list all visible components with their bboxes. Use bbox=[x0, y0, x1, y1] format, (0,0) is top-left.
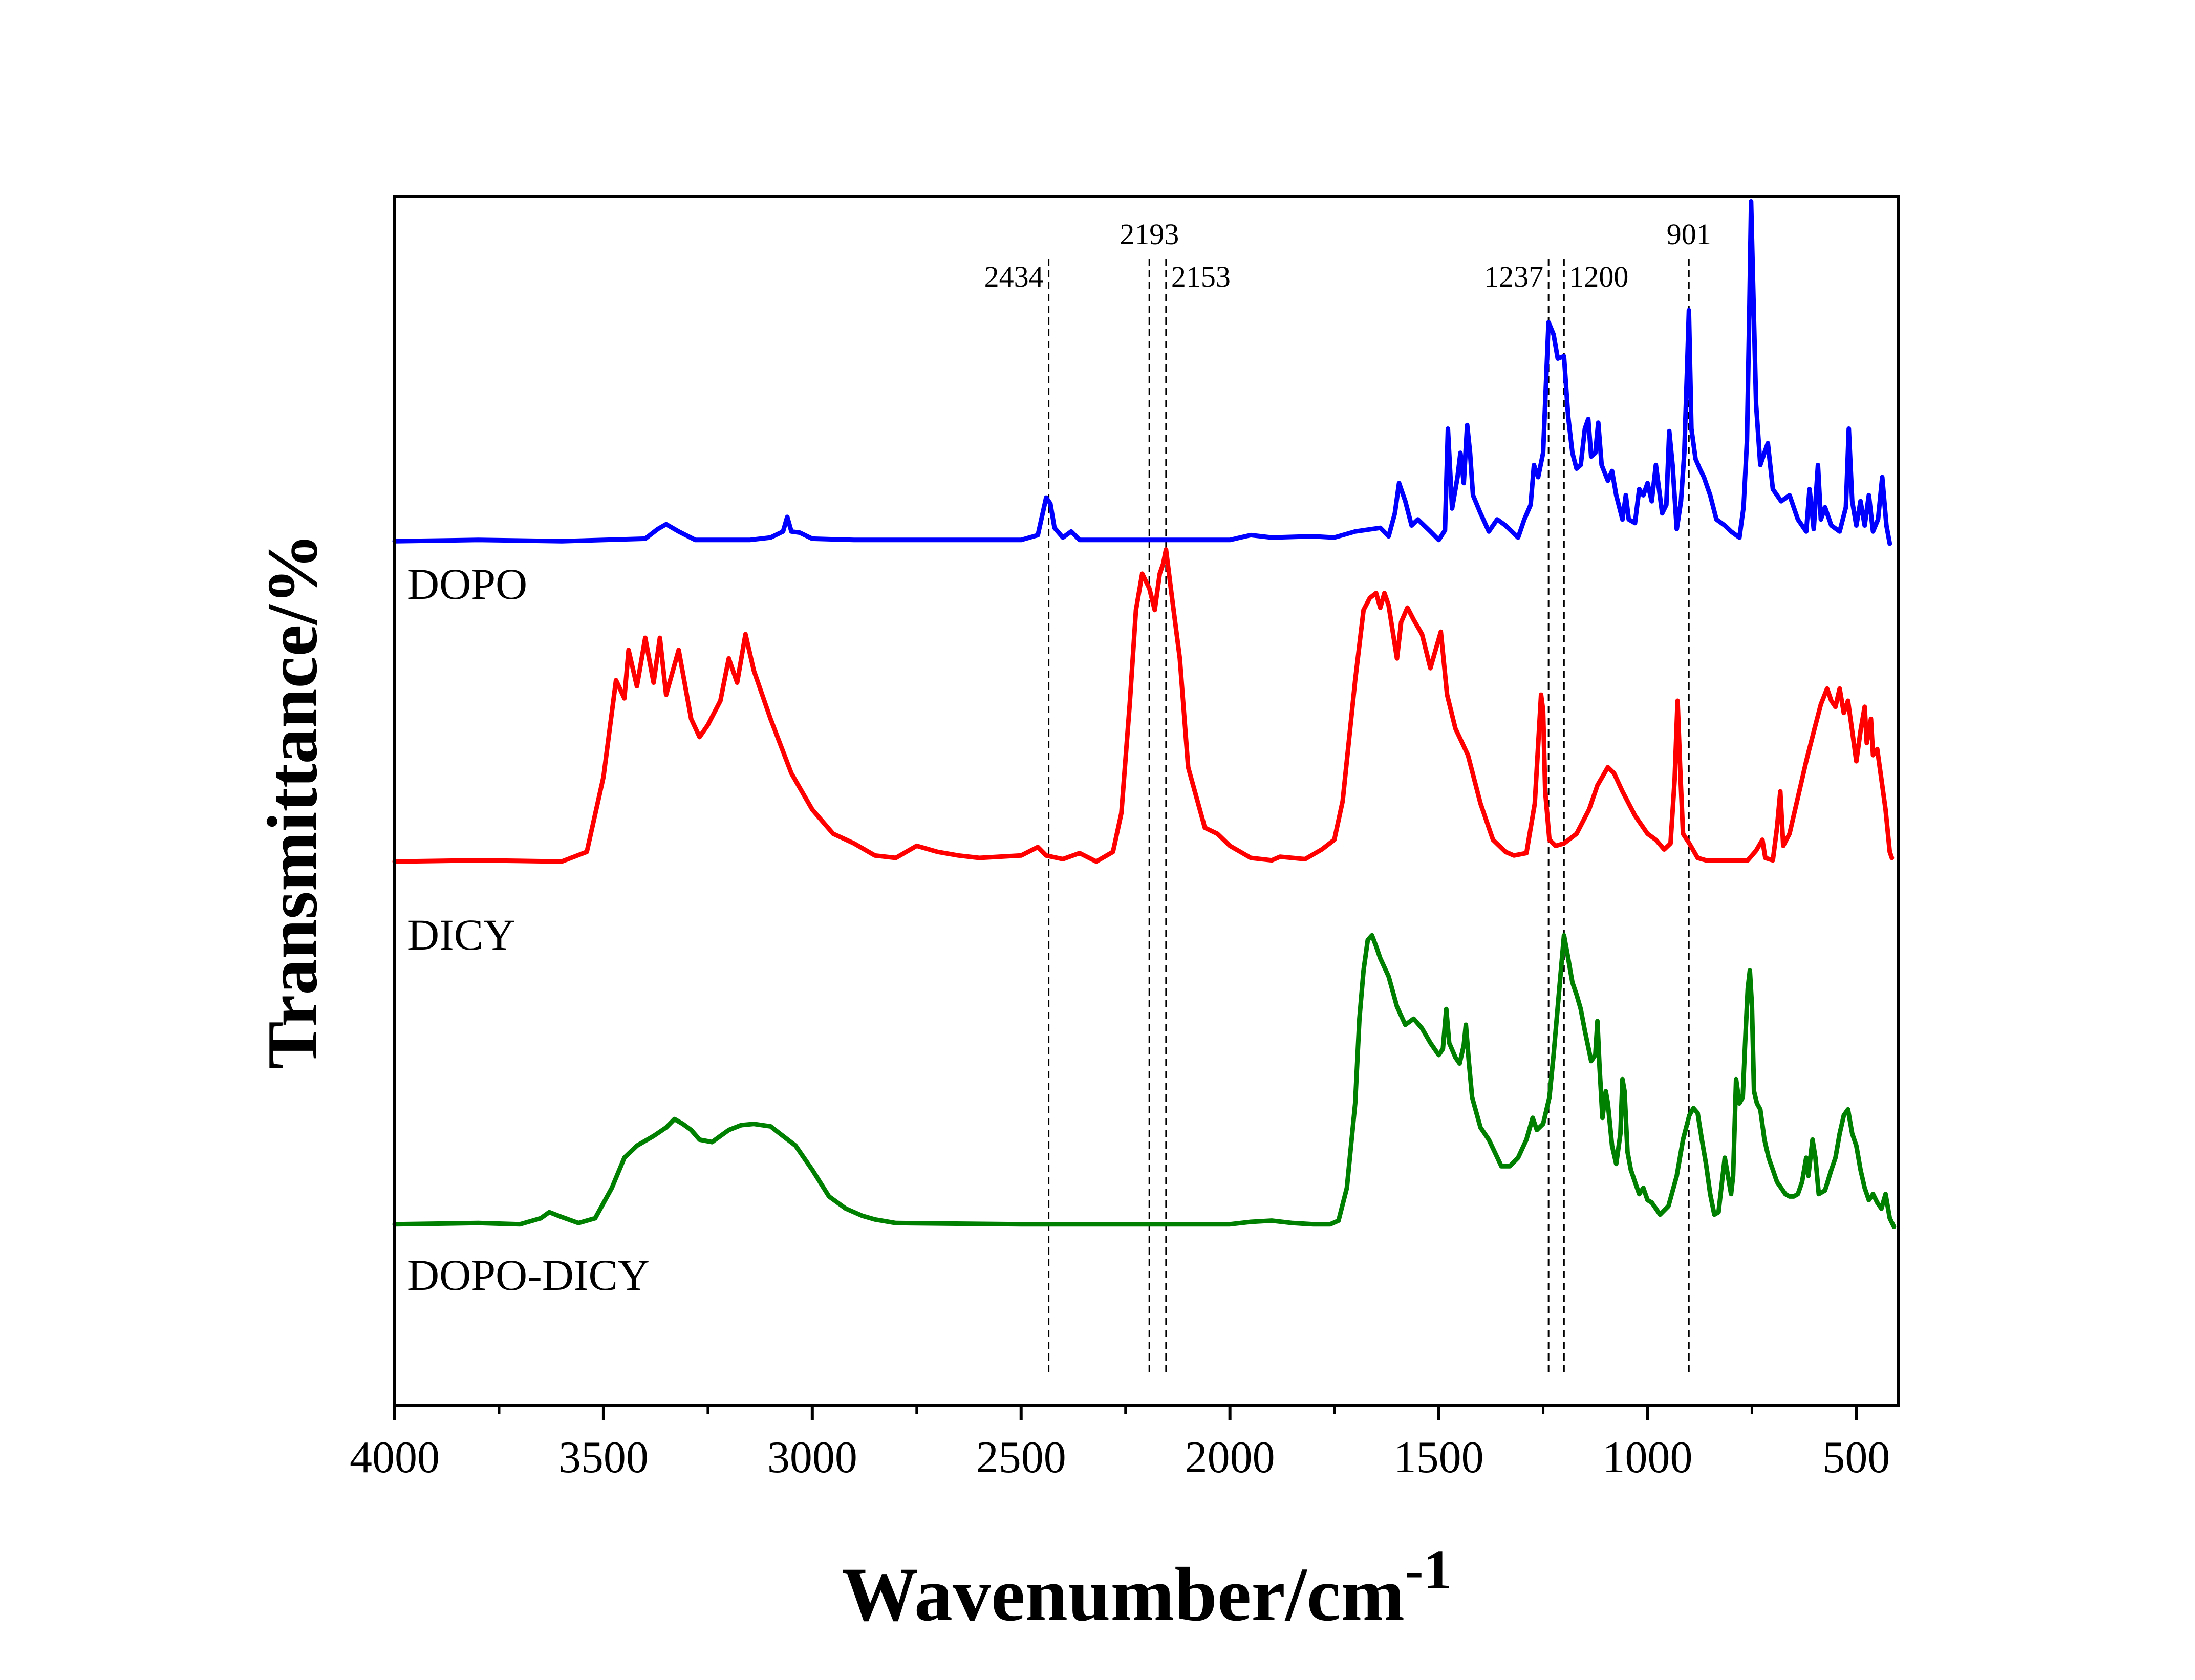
series-line-dopo-dicy bbox=[392, 933, 1897, 1229]
series-label-dicy: DICY bbox=[407, 910, 515, 959]
annotation-label-2153: 2153 bbox=[1171, 260, 1231, 293]
x-tick-label: 4000 bbox=[350, 1433, 440, 1482]
series-line-dopo bbox=[392, 199, 1892, 546]
x-axis: 4000 3500 3000 2500 2000 1500 1000 500 bbox=[350, 1406, 1890, 1482]
x-tick-label: 2500 bbox=[976, 1433, 1066, 1482]
annotation-label-2193: 2193 bbox=[1120, 218, 1179, 251]
x-axis-title: Wavenumber/cm-1 bbox=[842, 1538, 1452, 1637]
series-line-dicy bbox=[392, 547, 1895, 864]
series-label-dopo: DOPO bbox=[407, 559, 527, 609]
annotation-label-1200: 1200 bbox=[1569, 260, 1628, 293]
x-tick-label: 1500 bbox=[1394, 1433, 1484, 1482]
series-label-dopo-dicy: DOPO-DICY bbox=[407, 1251, 650, 1300]
x-tick-label: 500 bbox=[1822, 1433, 1890, 1482]
annotation-label-901: 901 bbox=[1667, 218, 1711, 251]
x-tick-label: 3000 bbox=[767, 1433, 857, 1482]
spectra-series bbox=[392, 199, 1897, 1229]
x-tick-label: 2000 bbox=[1185, 1433, 1275, 1482]
annotation-label-1237: 1237 bbox=[1484, 260, 1543, 293]
x-tick-label: 1000 bbox=[1603, 1433, 1693, 1482]
y-axis-title: Transmittance/% bbox=[253, 533, 332, 1069]
annotation-label-2434: 2434 bbox=[984, 260, 1044, 293]
plot-frame bbox=[393, 195, 1900, 1407]
x-tick-label: 3500 bbox=[558, 1433, 649, 1482]
